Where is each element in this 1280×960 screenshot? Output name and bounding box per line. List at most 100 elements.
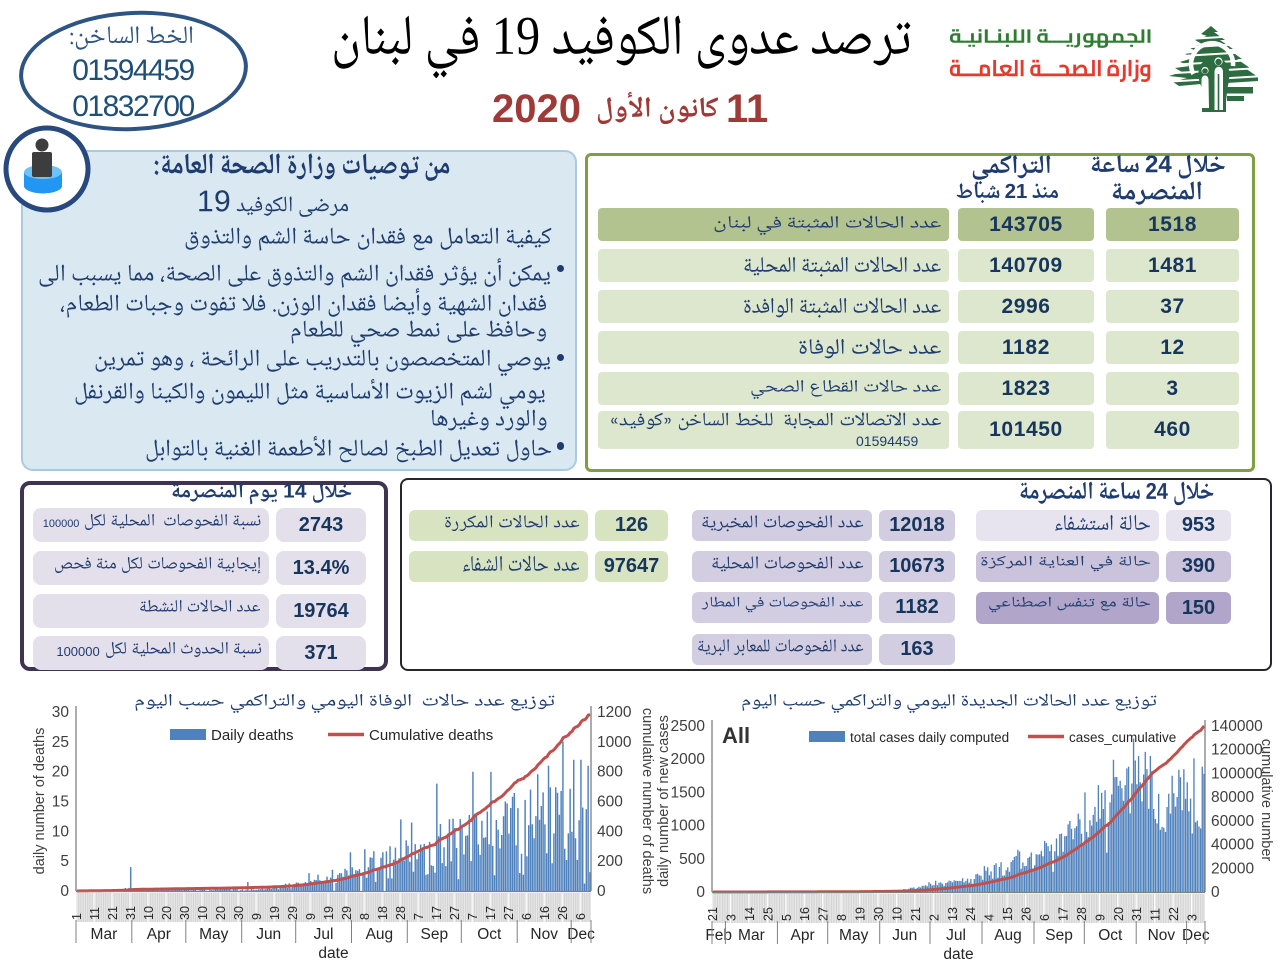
svg-text:Oct: Oct (1098, 927, 1123, 944)
svg-text:800: 800 (597, 764, 623, 781)
svg-text:3: 3 (724, 914, 738, 921)
svg-text:8: 8 (835, 914, 849, 921)
svg-text:30: 30 (232, 906, 246, 920)
svg-text:29: 29 (340, 906, 354, 920)
svg-text:Jul: Jul (946, 927, 966, 944)
svg-text:20: 20 (160, 906, 174, 920)
svg-text:20000: 20000 (1211, 860, 1254, 877)
svg-text:Dec: Dec (1182, 927, 1210, 944)
svg-text:6: 6 (520, 913, 534, 920)
svg-text:100000: 100000 (1211, 765, 1263, 782)
svg-text:9: 9 (304, 913, 318, 920)
svg-text:20: 20 (1112, 907, 1126, 921)
svg-text:16: 16 (538, 906, 552, 920)
svg-text:7: 7 (412, 913, 426, 920)
svg-text:Nov: Nov (1148, 927, 1176, 944)
svg-text:60000: 60000 (1211, 813, 1254, 830)
svg-text:14: 14 (743, 907, 757, 921)
svg-text:Aug: Aug (366, 926, 394, 943)
svg-text:total cases daily computed: total cases daily computed (850, 730, 1009, 745)
svg-text:27: 27 (502, 906, 516, 920)
svg-text:1: 1 (70, 913, 84, 920)
svg-text:17: 17 (1057, 907, 1071, 921)
svg-text:10: 10 (891, 907, 905, 921)
svg-text:20: 20 (214, 906, 228, 920)
svg-text:0: 0 (60, 883, 69, 900)
svg-text:date: date (943, 946, 973, 960)
svg-text:24: 24 (964, 907, 978, 921)
svg-text:daily number of deaths: daily number of deaths (32, 728, 48, 875)
svg-text:date: date (318, 945, 348, 960)
svg-text:Daily deaths: Daily deaths (211, 727, 294, 744)
svg-text:Cumulative deaths: Cumulative deaths (369, 727, 493, 744)
svg-text:Aug: Aug (994, 927, 1022, 944)
svg-text:Sep: Sep (421, 926, 449, 943)
svg-text:1500: 1500 (671, 784, 706, 801)
svg-text:Jul: Jul (314, 926, 334, 943)
svg-text:19: 19 (322, 906, 336, 920)
svg-text:1000: 1000 (671, 818, 706, 835)
svg-text:15: 15 (52, 794, 69, 811)
svg-text:Apr: Apr (791, 927, 815, 944)
svg-text:5: 5 (780, 914, 794, 921)
svg-text:19: 19 (854, 907, 868, 921)
svg-text:26: 26 (1020, 907, 1034, 921)
svg-text:21: 21 (909, 907, 923, 921)
svg-text:18: 18 (376, 906, 390, 920)
svg-text:Mar: Mar (738, 927, 765, 944)
svg-text:600: 600 (597, 794, 623, 811)
svg-text:Jun: Jun (256, 926, 281, 943)
svg-text:6: 6 (1038, 914, 1052, 921)
svg-text:26: 26 (556, 906, 570, 920)
svg-text:4: 4 (983, 914, 997, 921)
svg-text:140000: 140000 (1211, 718, 1263, 735)
svg-text:22: 22 (1167, 907, 1181, 921)
svg-text:21: 21 (706, 907, 720, 921)
svg-text:1000: 1000 (597, 734, 632, 751)
svg-text:9: 9 (1093, 914, 1107, 921)
svg-text:17: 17 (484, 906, 498, 920)
svg-text:2000: 2000 (671, 751, 706, 768)
svg-text:30: 30 (872, 907, 886, 921)
svg-text:16: 16 (798, 907, 812, 921)
svg-text:0: 0 (597, 883, 606, 900)
svg-text:0: 0 (696, 884, 705, 901)
svg-text:200: 200 (597, 853, 623, 870)
svg-text:30: 30 (178, 906, 192, 920)
svg-text:10: 10 (52, 823, 70, 840)
svg-text:19: 19 (268, 906, 282, 920)
svg-text:Dec: Dec (567, 926, 595, 943)
svg-text:cumulative number of deaths: cumulative number of deaths (639, 708, 655, 894)
svg-text:400: 400 (597, 823, 623, 840)
svg-text:29: 29 (286, 906, 300, 920)
svg-text:40000: 40000 (1211, 837, 1254, 854)
svg-text:All: All (722, 723, 750, 748)
svg-text:10: 10 (196, 906, 210, 920)
svg-text:10: 10 (142, 906, 156, 920)
svg-text:daily number of new cases: daily number of new cases (656, 715, 672, 887)
svg-text:21: 21 (106, 906, 120, 920)
svg-text:28: 28 (394, 906, 408, 920)
svg-text:cumulative number: cumulative number (1258, 739, 1274, 862)
svg-text:13: 13 (946, 907, 960, 921)
svg-text:30: 30 (52, 704, 70, 721)
svg-text:17: 17 (430, 906, 444, 920)
svg-text:27: 27 (817, 907, 831, 921)
svg-text:0: 0 (1211, 884, 1220, 901)
svg-text:Sep: Sep (1045, 927, 1073, 944)
svg-text:27: 27 (448, 906, 462, 920)
svg-text:Nov: Nov (530, 926, 558, 943)
svg-text:28: 28 (1075, 907, 1089, 921)
svg-text:25: 25 (761, 907, 775, 921)
svg-text:Jun: Jun (892, 927, 917, 944)
svg-text:500: 500 (679, 851, 705, 868)
svg-text:cases_cumulative: cases_cumulative (1069, 730, 1176, 745)
svg-text:6: 6 (574, 913, 588, 920)
svg-text:2500: 2500 (671, 718, 706, 735)
svg-text:80000: 80000 (1211, 789, 1254, 806)
svg-text:11: 11 (1149, 908, 1163, 921)
svg-text:2: 2 (927, 914, 941, 921)
svg-text:7: 7 (466, 913, 480, 920)
svg-text:May: May (839, 927, 869, 944)
svg-text:20: 20 (52, 764, 70, 781)
